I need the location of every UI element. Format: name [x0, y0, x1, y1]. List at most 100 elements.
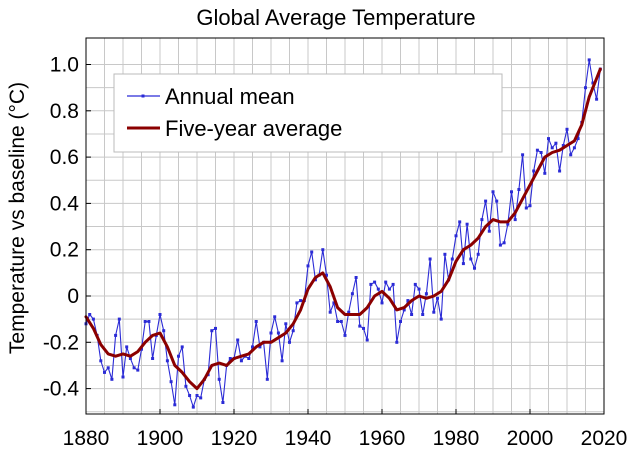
- data-point-annual-mean: [535, 148, 539, 152]
- data-point-annual-mean: [321, 248, 325, 252]
- data-point-annual-mean: [114, 333, 118, 337]
- data-point-annual-mean: [473, 266, 476, 270]
- data-point-annual-mean: [502, 241, 506, 245]
- data-point-annual-mean: [561, 144, 565, 147]
- data-point-annual-mean: [121, 375, 125, 379]
- chart-title: Global Average Temperature: [196, 5, 475, 30]
- data-point-annual-mean: [384, 280, 388, 284]
- data-point-annual-mean: [513, 218, 517, 222]
- data-point-annual-mean: [591, 81, 595, 85]
- data-point-annual-mean: [165, 359, 169, 363]
- data-point-annual-mean: [273, 315, 277, 319]
- data-point-annual-mean: [421, 313, 425, 316]
- data-point-annual-mean: [543, 171, 547, 175]
- data-point-annual-mean: [495, 199, 499, 203]
- data-point-annual-mean: [284, 322, 288, 326]
- data-point-annual-mean: [136, 368, 140, 372]
- data-point-annual-mean: [177, 354, 180, 358]
- legend: Annual mean Five-year average: [113, 73, 503, 153]
- data-point-annual-mean: [517, 188, 521, 191]
- data-point-annual-mean: [558, 169, 562, 173]
- y-tick-label: -0.4: [43, 378, 80, 401]
- x-tick-label: 1880: [63, 427, 110, 450]
- data-point-annual-mean: [343, 333, 347, 337]
- data-point-annual-mean: [565, 127, 569, 131]
- legend-label-five-year: Five-year average: [165, 116, 342, 141]
- data-point-annual-mean: [158, 313, 162, 316]
- data-point-annual-mean: [103, 370, 106, 374]
- data-point-annual-mean: [110, 377, 114, 381]
- data-point-annual-mean: [587, 58, 591, 62]
- y-tick-label: 1.0: [50, 54, 79, 77]
- data-point-annual-mean: [391, 282, 395, 286]
- data-point-annual-mean: [125, 345, 129, 349]
- x-tick-label: 1920: [211, 427, 258, 450]
- data-point-annual-mean: [454, 234, 458, 238]
- data-point-annual-mean: [350, 292, 354, 296]
- data-point-annual-mean: [339, 320, 343, 323]
- data-point-annual-mean: [399, 320, 402, 323]
- data-point-annual-mean: [147, 320, 151, 323]
- data-point-annual-mean: [217, 377, 221, 381]
- data-point-annual-mean: [310, 250, 314, 254]
- data-point-annual-mean: [387, 287, 391, 291]
- data-point-annual-mean: [88, 313, 92, 316]
- plot-frame: [85, 37, 605, 415]
- data-point-annual-mean: [572, 146, 576, 150]
- data-point-annual-mean: [199, 396, 203, 400]
- data-point-annual-mean: [461, 262, 465, 266]
- data-point-annual-mean: [288, 340, 291, 344]
- legend-swatch-annual-marker: [141, 94, 145, 98]
- y-tick-label: 0.8: [50, 100, 79, 123]
- x-tick-label: 2000: [507, 427, 554, 450]
- data-point-annual-mean: [506, 222, 510, 226]
- data-point-annual-mean: [99, 359, 103, 363]
- data-point-annual-mean: [180, 345, 184, 349]
- data-point-annual-mean: [291, 329, 295, 333]
- data-point-annual-mean: [354, 276, 358, 279]
- data-point-annual-mean: [195, 394, 199, 397]
- data-point-annual-mean: [214, 326, 217, 330]
- data-point-annual-mean: [210, 329, 214, 333]
- data-point-annual-mean: [428, 257, 432, 261]
- data-point-annual-mean: [295, 301, 299, 305]
- data-point-annual-mean: [547, 137, 550, 141]
- data-point-annual-mean: [373, 280, 377, 284]
- data-point-annual-mean: [469, 257, 473, 261]
- data-point-annual-mean: [184, 384, 188, 388]
- legend-label-annual: Annual mean: [165, 84, 295, 109]
- data-point-annual-mean: [550, 146, 554, 150]
- data-point-annual-mean: [539, 151, 543, 154]
- data-point-annual-mean: [432, 310, 436, 314]
- data-point-annual-mean: [395, 340, 399, 344]
- y-tick-label: -0.2: [43, 331, 79, 354]
- data-point-annual-mean: [584, 86, 587, 90]
- data-point-annual-mean: [236, 338, 240, 342]
- data-point-annual-mean: [269, 331, 273, 335]
- data-point-annual-mean: [332, 301, 336, 305]
- data-point-annual-mean: [458, 220, 462, 224]
- data-point-annual-mean: [417, 287, 421, 291]
- data-point-annual-mean: [128, 357, 132, 360]
- x-tick-label: 1900: [137, 427, 184, 450]
- axis-ticks: 1880 1900 1920 1940 1960 1980 2000 2020 -0.4 -0.2…: [43, 54, 628, 451]
- data-point-annual-mean: [369, 282, 373, 286]
- data-point-annual-mean: [439, 317, 443, 321]
- data-point-annual-mean: [362, 326, 365, 330]
- data-point-annual-mean: [258, 345, 262, 349]
- data-point-annual-mean: [569, 153, 573, 157]
- data-point-annual-mean: [532, 169, 536, 173]
- data-point-annual-mean: [251, 345, 254, 349]
- x-tick-label: 2020: [581, 427, 628, 450]
- data-point-annual-mean: [480, 218, 484, 222]
- data-point-annual-mean: [358, 324, 362, 328]
- data-point-annual-mean: [91, 317, 95, 321]
- data-point-annual-mean: [576, 137, 580, 141]
- data-point-annual-mean: [380, 301, 384, 305]
- data-point-annual-mean: [498, 243, 502, 247]
- data-point-annual-mean: [143, 320, 147, 323]
- series-layer: [84, 58, 602, 409]
- data-point-annual-mean: [169, 380, 173, 384]
- data-point-annual-mean: [132, 366, 136, 370]
